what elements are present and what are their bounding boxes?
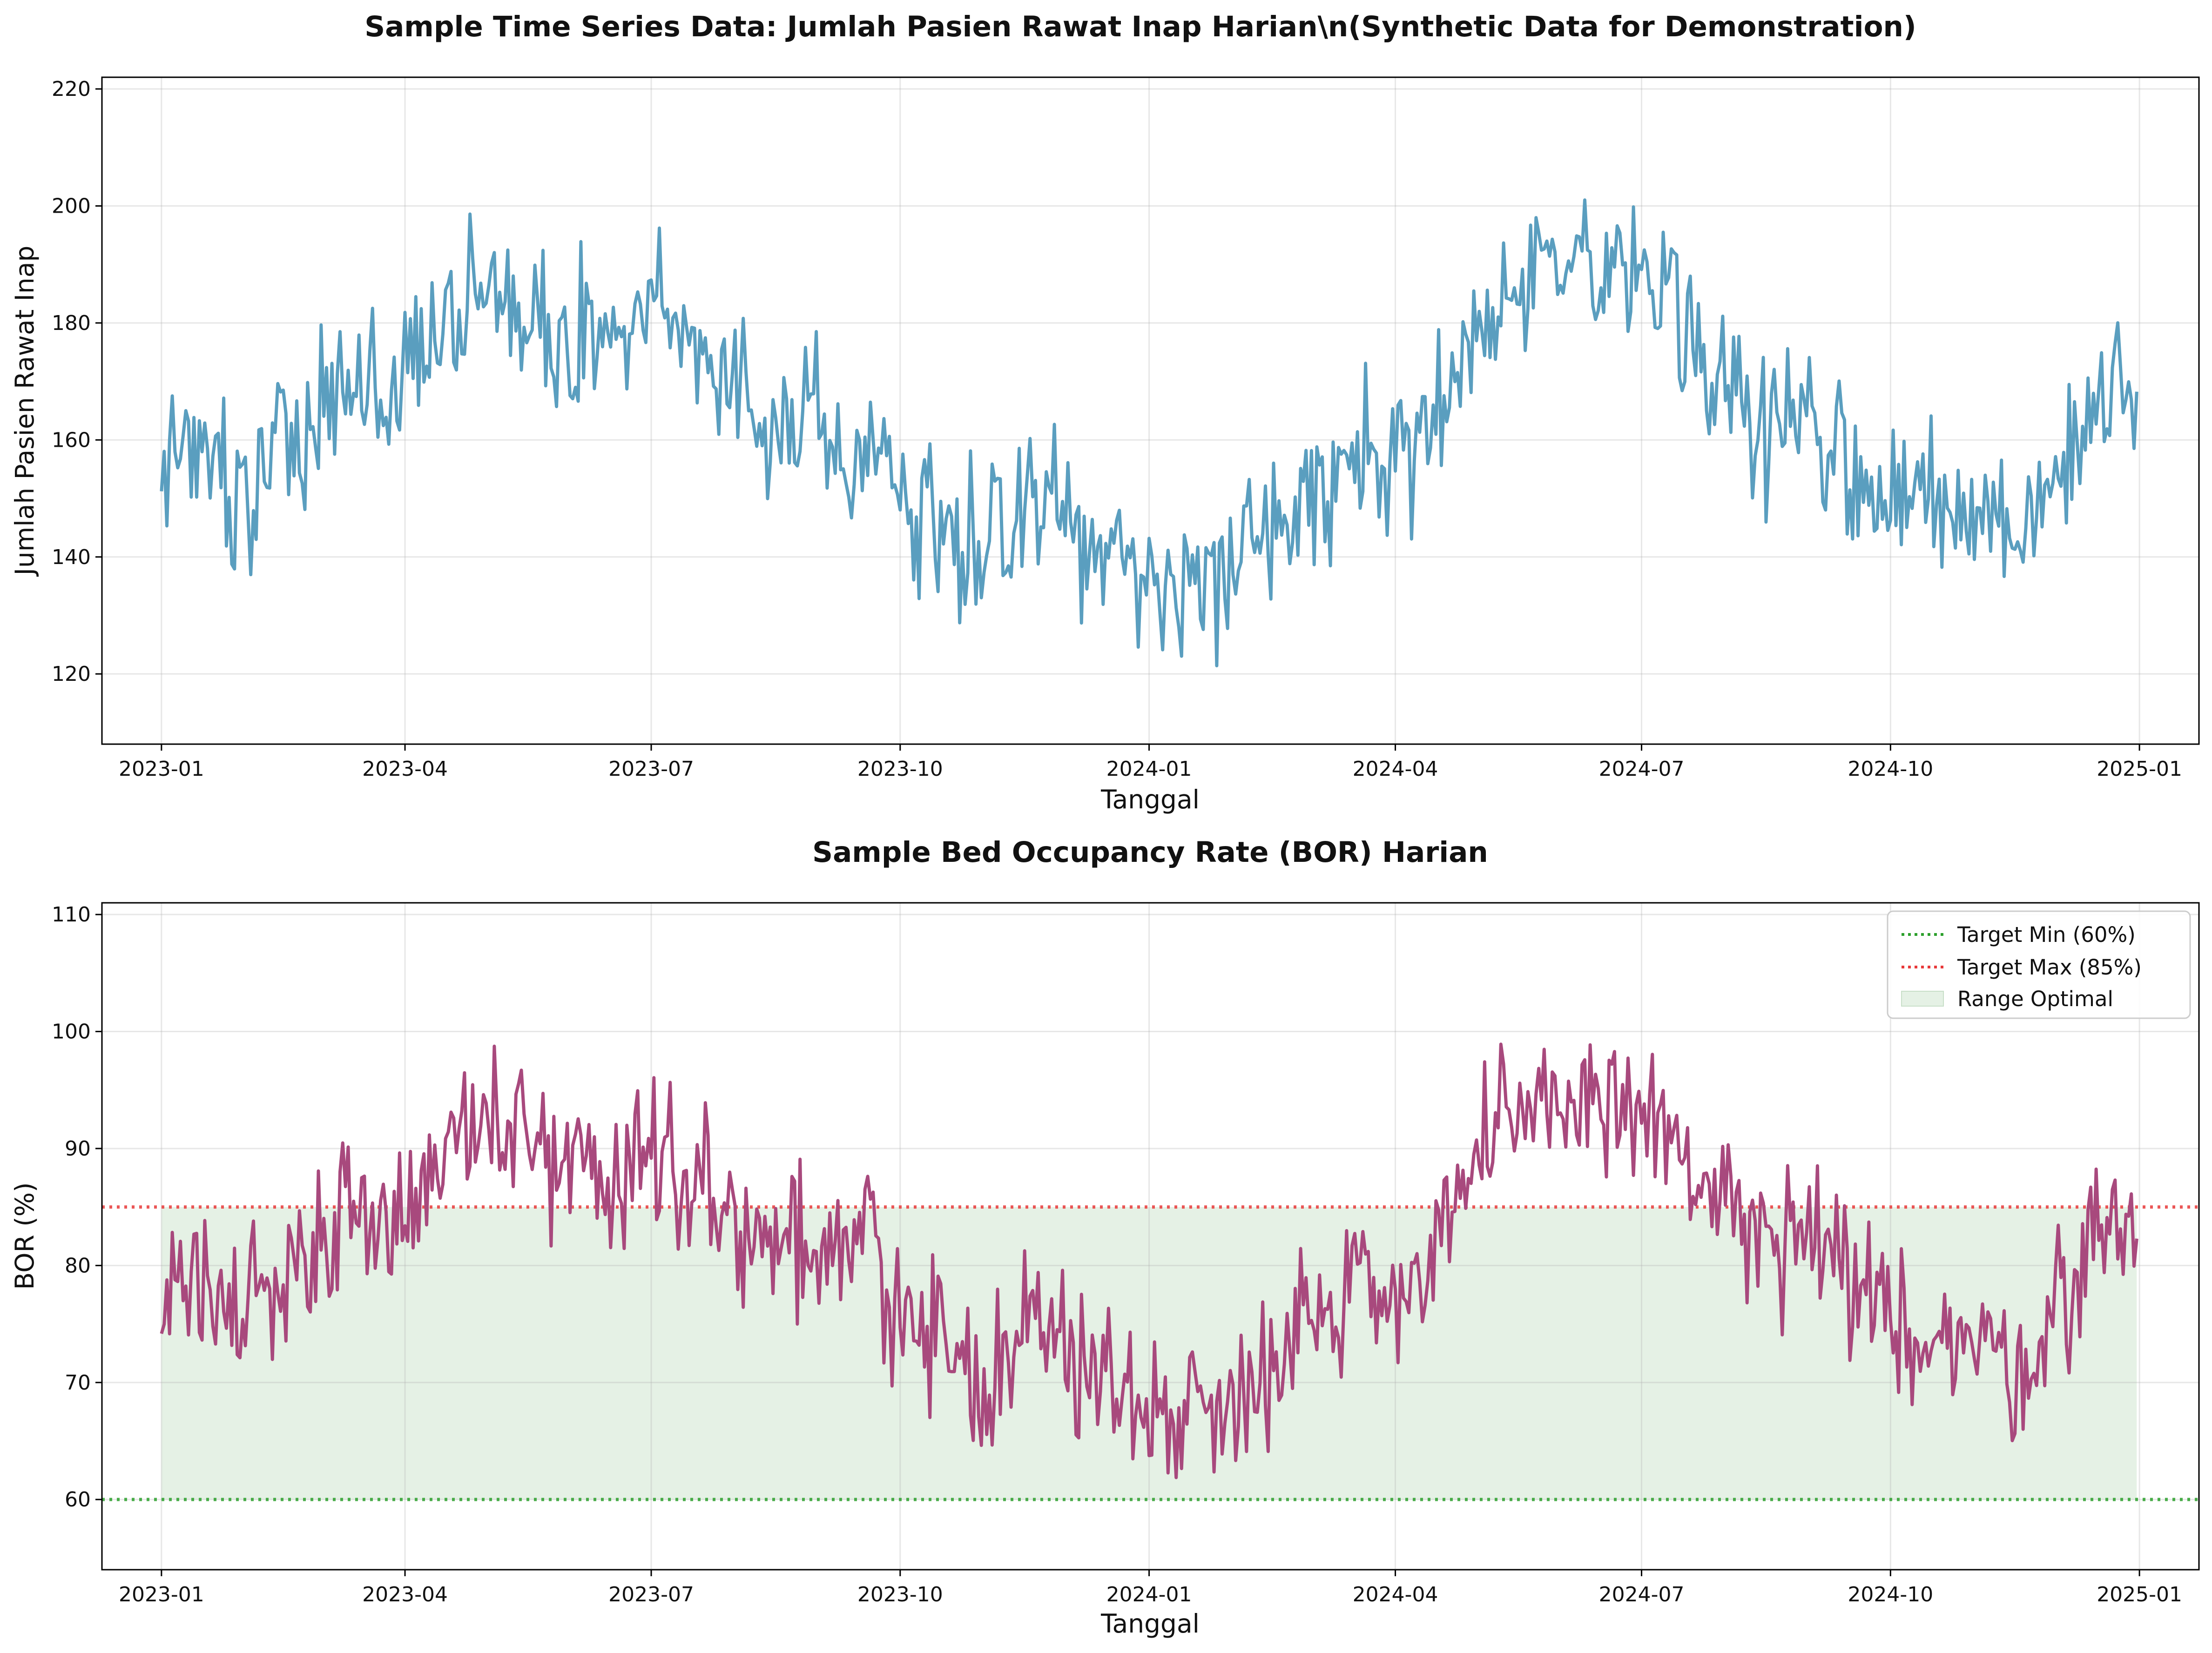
chart-2-x-tick-label: 2023-07 [608,1583,694,1606]
chart-2-data [160,1042,2138,1479]
chart-2-y-tick-label: 60 [65,1488,91,1512]
chart-2-axes-frame [101,902,2200,1571]
legend-range-optimal-label: Range Optimal [1957,987,2113,1011]
chart-1-xlabel: Tanggal [1100,785,1200,814]
chart-2-x-tick-label: 2023-01 [119,1583,204,1606]
chart-2-x-tick-label: 2025-01 [2097,1583,2182,1606]
chart-1-ticks: 2023-01 2023-04 2023-07 2023-10 2024-01 2024-… [52,77,2182,781]
chart-1-x-tick-label: 2024-04 [1353,757,1438,781]
chart-2-series-line [160,1042,2138,1479]
chart-1-x-tick-label: 2023-10 [857,757,943,781]
legend-target-max-label: Target Max (85%) [1957,955,2142,980]
chart-1-y-tick-label: 200 [52,195,91,218]
chart-1-y-tick-label: 160 [52,428,91,452]
chart-1-patients: Sample Time Series Data: Jumlah Pasien R… [10,10,2200,814]
chart-2-x-tick-label: 2024-01 [1106,1583,1192,1606]
legend-frame [1887,910,2191,1019]
chart-1-grid [102,77,2199,744]
chart-1-x-tick-label: 2024-10 [1848,757,1933,781]
chart-2-y-tick-label: 80 [65,1254,91,1277]
chart-2-y-tick-label: 90 [65,1137,91,1161]
chart-2-x-tick-label: 2024-07 [1599,1583,1685,1606]
chart-1-title: Sample Time Series Data: Jumlah Pasien R… [364,10,1916,43]
chart-1-series-line [160,198,2138,667]
chart-2-y-tick-label: 110 [52,903,91,927]
chart-1-data [160,198,2138,667]
chart-2-title: Sample Bed Occupancy Rate (BOR) Harian [812,836,1488,869]
chart-2-bor: Sample Bed Occupancy Rate (BOR) Harian 2… [10,836,2200,1639]
legend-range-optimal-swatch [1901,991,1944,1007]
chart-2-ylabel: BOR (%) [10,1183,40,1290]
chart-1-x-tick-label: 2023-04 [362,757,448,781]
chart-2-grid [102,903,2199,1570]
chart-2-x-tick-label: 2023-10 [857,1583,943,1606]
chart-1-y-tick-label: 140 [52,545,91,569]
chart-2-x-tick-label: 2023-04 [362,1583,448,1606]
chart-1-x-tick-label: 2024-01 [1106,757,1192,781]
chart-1-x-tick-label: 2024-07 [1599,757,1685,781]
chart-1-y-tick-label: 180 [52,311,91,335]
chart-1-x-tick-label: 2023-07 [608,757,694,781]
chart-1-x-tick-label: 2025-01 [2097,757,2182,781]
chart-1-y-tick-label: 220 [52,77,91,101]
chart-2-x-tick-label: 2024-04 [1353,1583,1438,1606]
chart-2-y-tick-label: 100 [52,1020,91,1044]
chart-2-x-tick-label: 2024-10 [1848,1583,1933,1606]
chart-2-y-tick-label: 70 [65,1371,91,1395]
chart-1-x-tick-label: 2023-01 [119,757,204,781]
chart-2-ticks: 2023-01 2023-04 2023-07 2023-10 2024-01 2024-… [52,903,2182,1606]
chart-1-ylabel: Jumlah Pasien Rawat Inap [10,246,40,577]
legend-target-min-label: Target Min (60%) [1957,922,2136,947]
chart-2-legend: Target Min (60%) Target Max (85%) Range … [1887,910,2191,1019]
chart-1-axes-frame [101,76,2200,745]
chart-1-y-tick-label: 120 [52,662,91,686]
chart-2-xlabel: Tanggal [1100,1609,1200,1639]
